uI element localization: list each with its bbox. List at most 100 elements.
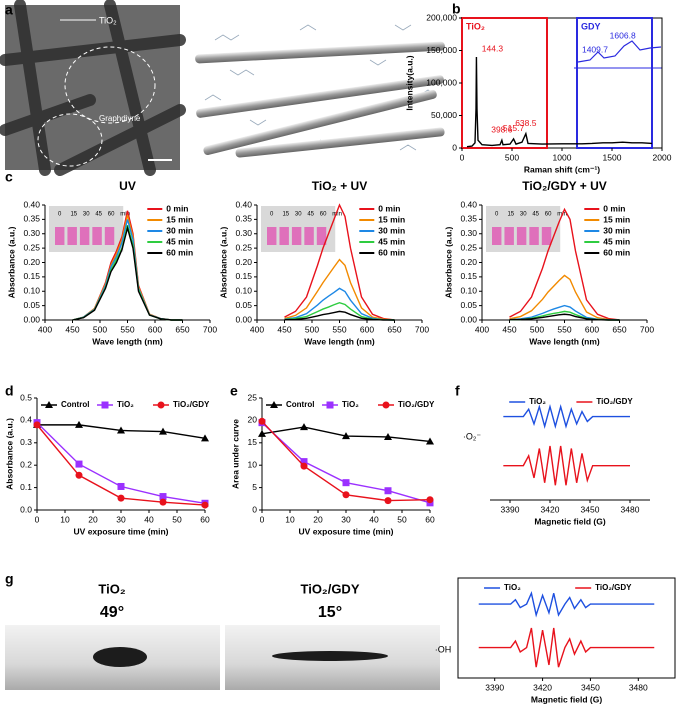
panel-label: c [5,169,13,185]
vial [492,227,502,245]
x-axis-label: Raman shift (cm⁻¹) [524,164,600,174]
y-tick-label: 0.05 [235,300,252,310]
legend-label: 60 min [378,247,405,257]
marker [300,458,308,466]
image-label: TiO₂ [99,15,117,25]
peak-label: 638.5 [515,118,537,128]
y-tick-label: 150,000 [426,45,457,55]
legend-label: 0 min [603,203,625,213]
marker [384,497,392,505]
series-line [509,304,620,321]
inset-label: 30 [83,212,90,218]
legend-label: TiO₂/GDY [173,400,210,409]
vial [267,227,277,245]
contact-angle: 49° [100,604,124,621]
vial [279,227,289,245]
peak-label: 144.3 [482,43,504,53]
y-axis-label: Absorbance (a.u.) [443,226,453,298]
y-tick-label: 0.10 [460,286,477,296]
tem-image [0,0,186,176]
panel-label: g [5,571,14,587]
x-tick-label: 600 [148,324,162,334]
x-tick-label: 700 [203,324,217,334]
x-tick-label: 500 [305,324,319,334]
x-axis-label: UV exposure time (min) [299,526,394,536]
x-tick-label: 0 [35,514,40,524]
x-tick-label: 500 [505,152,519,162]
side-label: ·O₂⁻ [463,431,481,441]
x-tick-label: 2000 [653,152,672,162]
x-axis-label: Wave length (nm) [529,336,600,346]
marker [426,437,434,445]
marker [201,434,209,442]
region-label: GDY [581,21,601,31]
inset-label: min [120,212,130,218]
x-tick-label: 30 [341,514,351,524]
legend-label: Control [61,400,89,409]
x-tick-label: 60 [425,514,435,524]
x-tick-label: 40 [369,514,379,524]
y-axis-label: Absorbance (a.u.) [218,226,228,298]
y-tick-label: 0.35 [460,214,477,224]
inset-label: 0 [495,212,499,218]
marker [300,423,308,431]
marker [382,401,390,409]
x-tick-label: 400 [250,324,264,334]
y-tick-label: 0.25 [235,242,252,252]
marker [117,426,125,434]
x-tick-label: 700 [640,324,654,334]
y-tick-label: 0.20 [460,257,477,267]
peak-label: 1409.7 [582,44,608,54]
x-tick-label: 50 [397,514,407,524]
legend-label: 45 min [166,236,193,246]
inset-label: 45 [532,212,539,218]
peak-label: 515.7 [503,123,525,133]
y-tick-label: 0.3 [20,437,32,447]
y-tick-label: 0.25 [23,242,40,252]
marker [384,487,392,495]
panel-label: a [5,2,13,18]
chart-title: UV [119,179,136,193]
marker [159,493,167,501]
vial [67,227,77,245]
series-line [284,287,395,321]
legend-label: TiO₂ [342,400,359,409]
x-axis-label: UV exposure time (min) [74,526,169,536]
y-tick-label: 0.35 [23,214,40,224]
x-tick-label: 3480 [621,504,640,514]
marker [45,401,53,408]
y-tick-label: 25 [248,392,258,402]
panel-label: e [230,383,238,399]
marker [75,420,83,428]
x-tick-label: 50 [172,514,182,524]
y-tick-label: 0.2 [20,459,32,469]
x-tick-label: 650 [387,324,401,334]
y-tick-label: 0.30 [23,228,40,238]
x-axis-label: Wave length (nm) [92,336,163,346]
legend-label: TiO₂/GDY [595,583,632,592]
legend-label: TiO₂ [504,583,521,592]
x-tick-label: 60 [200,514,210,524]
x-tick-label: 3450 [581,682,600,692]
series-line [284,310,395,321]
y-tick-label: 0.05 [23,300,40,310]
y-tick-label: 0.05 [460,300,477,310]
legend-label: TiO₂/GDY [398,400,435,409]
schematic [195,24,445,158]
x-tick-label: 10 [285,514,295,524]
inset-label: 15 [507,212,514,218]
x-tick-label: 0 [260,514,265,524]
y-axis-label: Absorbance (a.u.) [6,226,16,298]
inset-label: 0 [58,212,62,218]
legend-label: Control [286,400,314,409]
y-tick-label: 0.15 [235,271,252,281]
series-line [36,424,206,506]
region-label: TiO₂ [466,21,485,31]
series-line [509,313,620,321]
x-tick-label: 20 [88,514,98,524]
legend-label: 60 min [603,247,630,257]
y-tick-label: 0.1 [20,482,32,492]
contact-angle: 15° [318,604,342,621]
x-tick-label: 450 [65,324,79,334]
marker [384,432,392,440]
